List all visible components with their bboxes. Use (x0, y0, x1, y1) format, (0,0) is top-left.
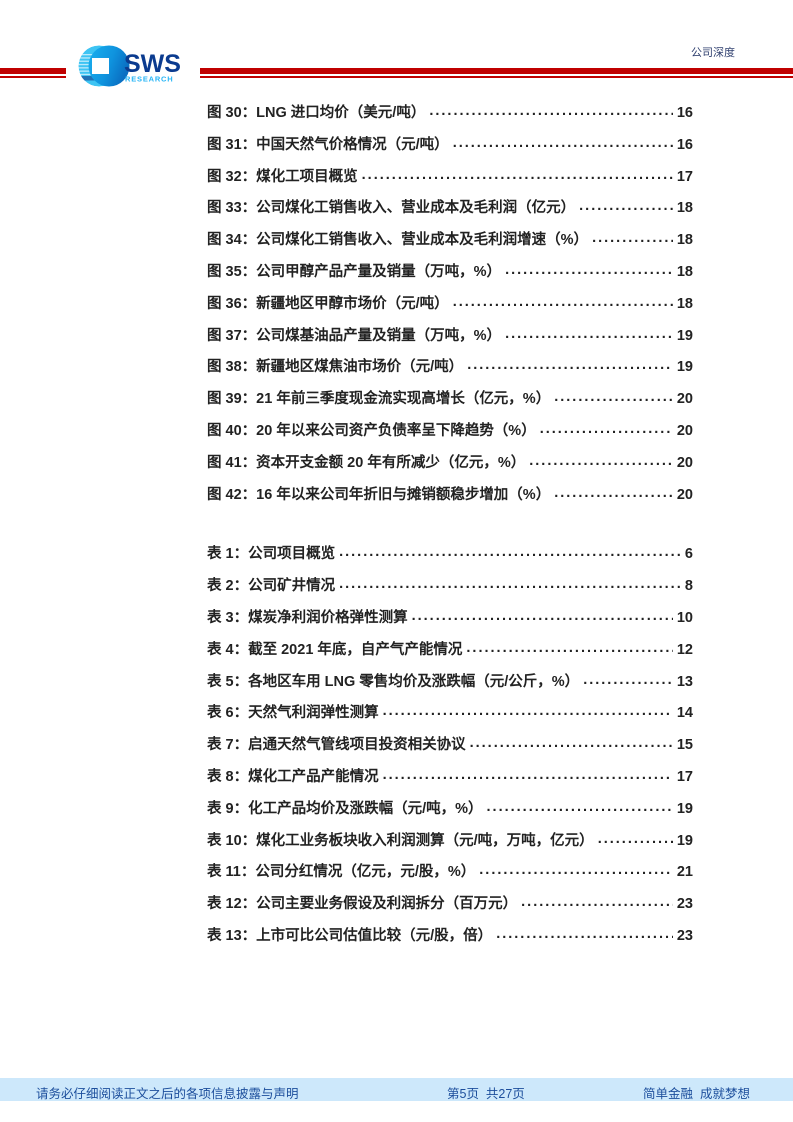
svg-text:RESEARCH: RESEARCH (125, 75, 174, 84)
